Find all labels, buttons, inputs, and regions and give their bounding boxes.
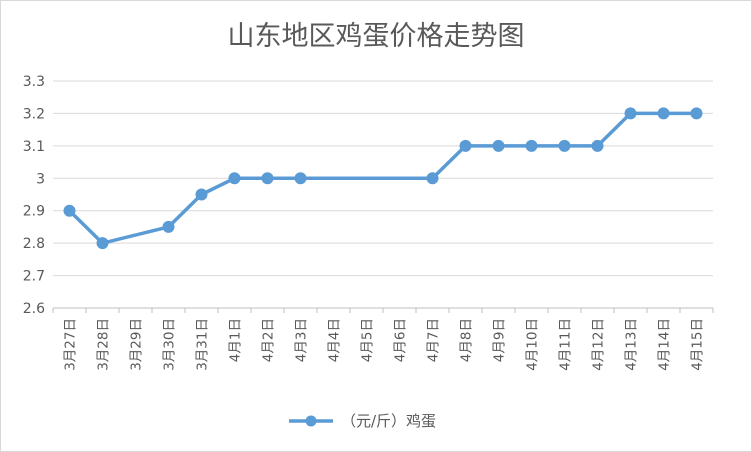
x-tick-label: 4月14日 [657,318,673,371]
x-tick-label: 4月10日 [525,318,541,371]
x-tick-label: 3月31日 [195,318,211,371]
x-tick-label: 4月5日 [360,318,376,362]
y-tick-label: 2.6 [23,301,45,317]
x-axis-labels: 3月27日 3月28日 3月29日 3月30日 3月31日 4月1日 4月2日 4月3日 4月4… [63,318,706,371]
x-tick-label: 4月11日 [558,318,574,371]
x-tick-label: 4月6日 [393,318,409,362]
x-tick-label: 4月7日 [426,318,442,362]
x-tick-label: 4月4日 [327,318,343,362]
data-point[interactable] [96,237,109,250]
data-point[interactable] [459,139,472,152]
legend[interactable]: （元/斤）鸡蛋 [289,412,436,430]
x-tick-label: 4月13日 [624,318,640,371]
data-point[interactable] [690,107,703,120]
x-tick-label: 4月8日 [459,318,475,362]
x-axis [52,307,714,313]
x-tick-label: 4月9日 [492,318,508,362]
x-tick-label: 4月2日 [261,318,277,362]
y-tick-label: 2.8 [23,236,45,252]
y-tick-label: 2.7 [23,269,45,285]
x-tick-label: 4月3日 [294,318,310,362]
data-point[interactable] [591,139,604,152]
data-point[interactable] [294,172,307,185]
x-tick-label: 4月15日 [690,318,706,371]
data-point[interactable] [657,107,670,120]
y-axis-labels: 2.6 2.7 2.8 2.9 3 3.1 3.2 3.3 [23,74,45,317]
data-point[interactable] [195,188,208,201]
legend-label[interactable]: （元/斤）鸡蛋 [341,412,436,430]
legend-marker [305,415,317,427]
y-tick-label: 3 [36,171,45,187]
y-tick-label: 3.1 [23,139,45,155]
x-tick-label: 4月1日 [228,318,244,362]
data-point[interactable] [492,139,505,152]
data-point[interactable] [162,220,175,233]
x-tick-label: 3月29日 [129,318,145,371]
data-point[interactable] [426,172,439,185]
x-tick-label: 4月12日 [591,318,607,371]
series-line [67,111,699,245]
data-point[interactable] [228,172,241,185]
y-tick-label: 2.9 [23,204,45,220]
y-tick-label: 3.2 [23,106,45,122]
data-point[interactable] [261,172,274,185]
gridlines [53,80,713,277]
y-tick-label: 3.3 [23,74,45,90]
series-layer [63,107,703,250]
data-point[interactable] [525,139,538,152]
data-point[interactable] [624,107,637,120]
x-tick-label: 3月28日 [96,318,112,371]
x-tick-label: 3月30日 [162,318,178,371]
data-point[interactable] [558,139,571,152]
data-point[interactable] [63,204,76,217]
chart-title: 山东地区鸡蛋价格走势图 [228,21,525,52]
x-tick-label: 3月27日 [63,318,79,371]
